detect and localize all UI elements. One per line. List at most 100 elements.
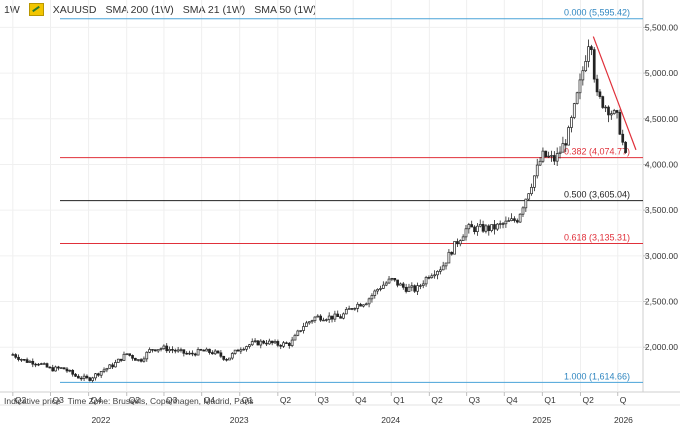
candle-body xyxy=(344,309,348,315)
candle-body xyxy=(413,285,417,292)
candle-body xyxy=(393,278,397,281)
candle-body xyxy=(39,363,43,365)
candle-body xyxy=(302,326,305,331)
candle-body xyxy=(350,308,354,310)
candle-body xyxy=(185,352,189,355)
candle-body xyxy=(544,150,548,158)
candle-body xyxy=(54,366,57,372)
candle-body xyxy=(604,106,607,109)
candle-body xyxy=(575,92,579,104)
candle-body xyxy=(139,359,143,362)
x-tick-label: Q2 xyxy=(129,395,141,405)
candle-body xyxy=(142,358,146,362)
candle-body xyxy=(370,295,374,300)
candle-body xyxy=(239,349,243,352)
candle-body xyxy=(581,70,585,81)
price-note: Indicative price xyxy=(4,396,61,406)
fib-level-label: 0.500 (3,605.04) xyxy=(564,190,630,200)
candle-body xyxy=(487,225,491,231)
x-year-label: 2024 xyxy=(381,415,400,425)
candle-body xyxy=(111,364,114,368)
interval-label[interactable]: 1W xyxy=(4,3,20,16)
candle-body xyxy=(387,278,391,284)
candle-body xyxy=(236,349,240,352)
x-tick-label: Q3 xyxy=(469,395,481,405)
candle-body xyxy=(119,358,123,361)
candle-body xyxy=(609,113,613,116)
x-tick-label: Q3 xyxy=(317,395,329,405)
candle-body xyxy=(396,279,399,286)
candle-body xyxy=(547,155,550,158)
candle-body xyxy=(14,354,18,358)
candle-body xyxy=(310,320,314,323)
candle-body xyxy=(376,289,379,292)
candle-body xyxy=(467,224,471,230)
candle-body xyxy=(99,371,103,376)
candle-body xyxy=(533,175,536,188)
x-tick-label: Q2 xyxy=(280,395,292,405)
y-tick-label: 2,000.00 xyxy=(645,342,678,352)
candle-body xyxy=(228,357,231,361)
candle-body xyxy=(322,319,325,322)
candle-body xyxy=(22,359,26,361)
x-tick-label: Q3 xyxy=(53,395,65,405)
candle-body xyxy=(555,153,559,162)
candle-body xyxy=(151,349,154,351)
candle-body xyxy=(230,353,234,359)
candle-body xyxy=(493,224,496,230)
candle-body xyxy=(313,316,317,322)
candle-body xyxy=(359,303,362,307)
candle-body xyxy=(481,224,485,232)
candle-body xyxy=(404,286,408,292)
candle-body xyxy=(373,290,377,296)
candle-body xyxy=(265,342,268,345)
candle-body xyxy=(333,313,337,320)
candle-body xyxy=(34,363,37,366)
candle-body xyxy=(210,352,214,355)
candle-body xyxy=(222,355,226,360)
candle-body xyxy=(188,352,191,355)
candle-body xyxy=(621,133,625,143)
candle-body xyxy=(71,369,75,375)
candle-body xyxy=(259,340,263,346)
candle-body xyxy=(470,224,474,228)
y-tick-label: 5,500.00 xyxy=(645,22,678,32)
candle-body xyxy=(495,223,499,230)
candle-body xyxy=(114,362,117,368)
indicator-sma50[interactable]: SMA 50 (1W) xyxy=(254,3,317,16)
candle-body xyxy=(319,315,322,321)
candle-body xyxy=(390,278,394,280)
candle-body xyxy=(342,313,345,319)
y-tick-label: 3,500.00 xyxy=(645,205,678,215)
candle-body xyxy=(410,285,414,288)
candle-body xyxy=(464,228,468,238)
fib-level-label: 0.000 (5,595.42) xyxy=(564,8,630,18)
candle-body xyxy=(433,274,436,277)
candle-body xyxy=(527,193,531,200)
candle-body xyxy=(182,349,186,354)
candle-body xyxy=(456,241,459,245)
candle-body xyxy=(458,240,462,245)
x-tick-label: Q1 xyxy=(544,395,556,405)
candle-body xyxy=(171,349,174,351)
candle-body xyxy=(538,160,542,166)
symbol-label[interactable]: XAUUSD xyxy=(52,3,97,16)
candle-body xyxy=(136,359,140,361)
x-tick-label: Q2 xyxy=(582,395,594,405)
candle-body xyxy=(173,349,177,352)
candle-body xyxy=(419,285,422,287)
candle-body xyxy=(336,313,340,317)
indicator-sma200[interactable]: SMA 200 (1W) xyxy=(105,3,174,16)
x-tick-label: Q2 xyxy=(15,395,27,405)
indicator-sma21[interactable]: SMA 21 (1W) xyxy=(182,3,246,16)
chart-header: 1W XAUUSD SMA 200 (1W) SMA 21 (1W) SMA 5… xyxy=(4,3,317,16)
candle-body xyxy=(51,367,55,372)
candle-body xyxy=(276,341,280,346)
candle-body xyxy=(550,155,553,157)
x-year-label: 2025 xyxy=(532,415,551,425)
candle-body xyxy=(125,353,129,355)
candle-body xyxy=(510,218,513,221)
candle-body xyxy=(88,377,92,381)
candle-body xyxy=(293,334,297,341)
